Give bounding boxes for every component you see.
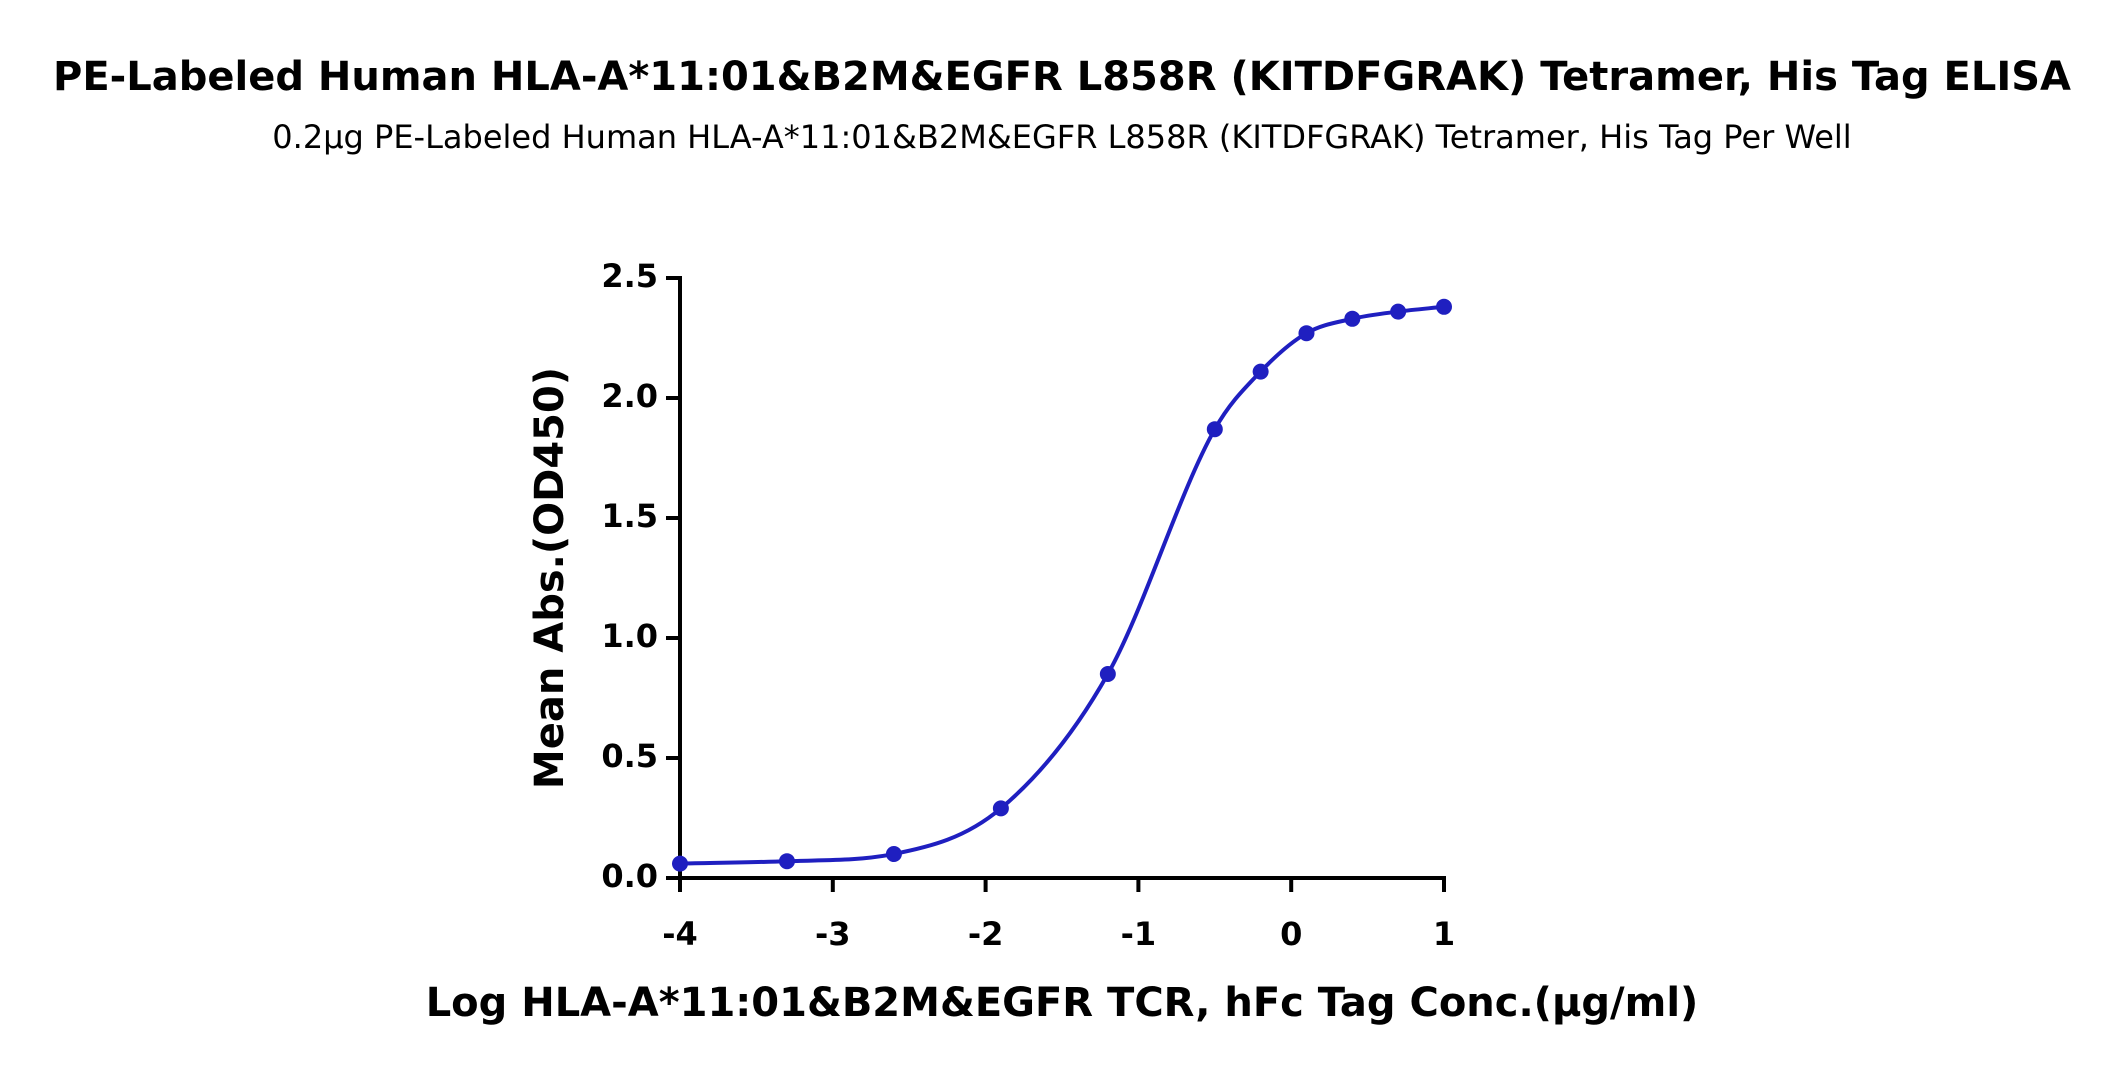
x-tick-label: -4 (662, 915, 698, 953)
data-point (1436, 298, 1452, 315)
y-tick-label: 1.5 (601, 497, 658, 535)
data-point (1206, 421, 1223, 438)
data-point (672, 855, 688, 872)
x-tick-label: 1 (1433, 915, 1455, 953)
data-point (992, 800, 1009, 817)
y-tick-label: 0.5 (601, 737, 658, 775)
data-point (1099, 666, 1116, 682)
x-tick-label: -2 (968, 915, 1004, 953)
data-point (1344, 310, 1361, 327)
x-tick-label: -1 (1121, 915, 1157, 953)
data-point (1252, 363, 1269, 380)
data-point (1298, 325, 1315, 342)
fit-curve (679, 304, 1445, 866)
y-axis-label: Mean Abs.(OD450) (527, 367, 573, 789)
chart-subtitle: 0.2μg PE-Labeled Human HLA-A*11:01&B2M&E… (272, 118, 1851, 156)
x-axis-label: Log HLA-A*11:01&B2M&EGFR TCR, hFc Tag Co… (426, 980, 1699, 1026)
y-tick-label: 2.5 (601, 257, 658, 295)
x-tick-label: -3 (815, 915, 851, 953)
data-point (778, 853, 795, 870)
y-tick-label: 2.0 (601, 377, 658, 415)
y-tick-label: 0.0 (601, 857, 658, 895)
y-tick-label: 1.0 (601, 617, 658, 655)
data-point (885, 846, 902, 862)
chart-title: PE-Labeled Human HLA-A*11:01&B2M&EGFR L8… (53, 54, 2071, 100)
x-tick-label: 0 (1280, 915, 1302, 953)
data-point (1390, 303, 1407, 320)
